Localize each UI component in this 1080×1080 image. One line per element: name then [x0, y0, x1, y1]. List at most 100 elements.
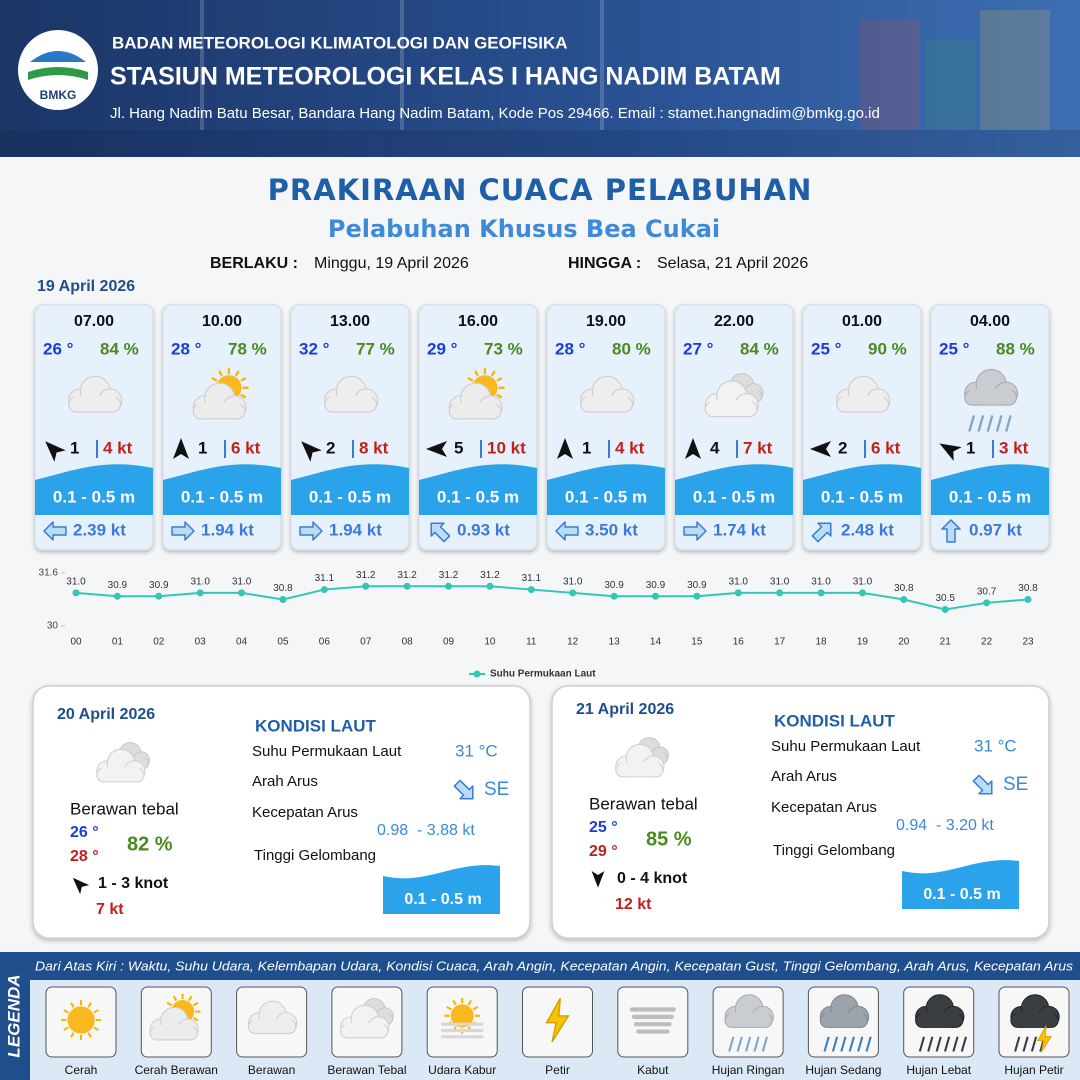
- gust: 3 kt: [999, 438, 1029, 457]
- gust: 4 kt: [615, 438, 645, 457]
- temperature: 28 °: [171, 339, 202, 358]
- wave-band: [803, 464, 921, 515]
- x-tick-label: 21: [940, 637, 952, 648]
- wind-arrow: [72, 877, 90, 895]
- sst-label: Suhu Permukaan Laut: [771, 738, 921, 755]
- sst-label: Suhu Permukaan Laut: [252, 743, 402, 760]
- gust: 7 kt: [96, 901, 124, 918]
- gust: 7 kt: [743, 438, 773, 457]
- wind-arrow: [426, 441, 447, 457]
- cloud-fill: [967, 388, 1015, 403]
- legend-swatch-dot: [473, 670, 481, 678]
- current-speed: 1.94 kt: [201, 520, 254, 539]
- cloud-fill: [152, 1025, 196, 1038]
- current-arrow: [43, 521, 67, 541]
- wind-range: 1 - 3 knot: [98, 875, 169, 892]
- rain-drop: [831, 1036, 839, 1052]
- wind-speed: 1: [582, 438, 591, 457]
- wind-speed: 1: [70, 438, 79, 457]
- legend-item: Hujan Lebat: [906, 1063, 971, 1077]
- logo-band: [28, 67, 88, 80]
- cloud: [96, 748, 146, 783]
- legend-item: Udara Kabur: [428, 1063, 496, 1077]
- day-panel: [32, 685, 531, 939]
- humidity: 82 %: [127, 833, 173, 855]
- sun-ray: [172, 995, 178, 1002]
- sun-ray: [192, 1001, 199, 1007]
- wave-height: 0.1 - 0.5 m: [821, 487, 903, 506]
- value-label: 31.0: [563, 577, 583, 588]
- bolt: [545, 997, 570, 1043]
- valid-from-label: BERLAKU :: [210, 255, 298, 272]
- cloud: [964, 368, 1019, 406]
- rain-drop: [943, 1036, 951, 1052]
- sea-heading: KONDISI LAUT: [255, 716, 377, 735]
- cloud-fill: [71, 395, 119, 410]
- value-label: 30.9: [108, 580, 128, 591]
- current-speed: 0.93 kt: [457, 520, 510, 539]
- temperature: 26 °: [43, 339, 74, 358]
- x-tick-label: 08: [402, 637, 414, 648]
- weather-icon: [580, 375, 635, 413]
- wind-arrow: [591, 871, 605, 888]
- sun-ray: [63, 1009, 69, 1014]
- time: 01.00: [842, 313, 882, 330]
- gust: 8 kt: [359, 438, 389, 457]
- wave-height: 0.1 - 0.5 m: [565, 487, 647, 506]
- value-label: 30.9: [604, 580, 624, 591]
- today-date: 19 April 2026: [37, 278, 135, 295]
- current-dir-label: Arah Arus: [771, 768, 837, 785]
- wave-height: 0.1 - 0.5 m: [949, 487, 1031, 506]
- sst-point: [776, 589, 784, 597]
- wind-speed: 2: [326, 438, 335, 457]
- time: 04.00: [970, 313, 1010, 330]
- weather-icon: [149, 993, 201, 1041]
- header-band: [0, 0, 1080, 157]
- wave-label: Tinggi Gelombang: [773, 842, 895, 859]
- sst-point: [445, 582, 453, 590]
- value-label: 31.1: [315, 573, 335, 584]
- cloud: [915, 994, 965, 1028]
- x-tick-label: 17: [774, 637, 786, 648]
- x-tick-label: 00: [70, 637, 82, 648]
- station: STASIUN METEOROLOGI KELAS I HANG NADIM B…: [110, 63, 781, 91]
- weather-icon: [915, 994, 968, 1052]
- sun-disc: [67, 1006, 95, 1034]
- time: 10.00: [202, 313, 242, 330]
- value-label: 31.0: [853, 577, 873, 588]
- x-tick-label: 23: [1022, 637, 1034, 648]
- legend-item: Hujan Petir: [1004, 1063, 1063, 1077]
- wave-band: [419, 464, 537, 515]
- temperature: 25 °: [811, 339, 842, 358]
- legend-title: LEGENDA: [4, 974, 23, 1057]
- temperature: 27 °: [683, 339, 714, 358]
- x-tick-label: 15: [691, 637, 703, 648]
- x-tick-label: 19: [857, 637, 869, 648]
- current-speed: 2.39 kt: [73, 520, 126, 539]
- day-date: 21 April 2026: [576, 701, 674, 718]
- weather-icon: [629, 1007, 676, 1034]
- gust: 6 kt: [231, 438, 261, 457]
- condition: Berawan tebal: [70, 799, 179, 818]
- legend-item: Cerah: [65, 1063, 98, 1077]
- sun-ray: [496, 393, 503, 399]
- current-speed: 0.97 kt: [969, 520, 1022, 539]
- sst-point: [279, 596, 287, 603]
- title: PRAKIRAAN CUACA PELABUHAN: [268, 173, 813, 207]
- gust: 6 kt: [871, 438, 901, 457]
- sun-ray: [240, 393, 247, 399]
- wave-label: Tinggi Gelombang: [254, 847, 376, 864]
- humidity: 85 %: [646, 828, 692, 850]
- sst-point: [72, 589, 80, 597]
- humidity: 88 %: [996, 339, 1035, 358]
- wave-height: 0.1 - 0.5 m: [53, 487, 135, 506]
- current-speed: 3.50 kt: [585, 520, 638, 539]
- value-label: 31.2: [439, 570, 459, 581]
- wind-speed: 1: [198, 438, 207, 457]
- x-tick-label: 11: [526, 637, 537, 648]
- sun-disc: [450, 1004, 474, 1028]
- sun-ray: [63, 1026, 69, 1031]
- gust: 4 kt: [103, 438, 133, 457]
- sun-ray: [234, 370, 240, 377]
- sun-ray: [211, 377, 218, 382]
